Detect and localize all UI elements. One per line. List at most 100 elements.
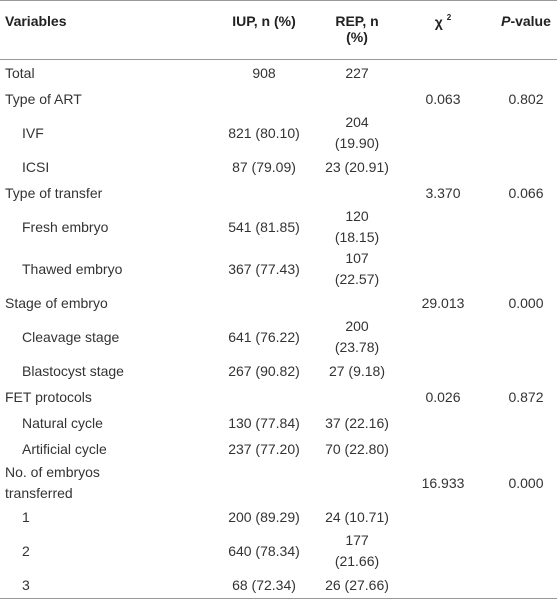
table-cell: No. of embryos transferred <box>0 462 205 504</box>
table-cell: Artificial cycle <box>0 436 205 462</box>
table-cell: 541 (81.85) <box>228 218 300 235</box>
table-cell: 29.013 <box>421 294 465 311</box>
table-cell <box>495 572 557 599</box>
table-row: IVF 821 (80.10) 204 (19.90) <box>0 112 557 154</box>
table-cell: ICSI <box>0 154 205 180</box>
header-cell: REP, n (%) <box>323 0 391 60</box>
row-label: Type of transfer <box>5 184 103 201</box>
table-cell <box>323 180 391 206</box>
table-cell: 70 (22.80) <box>325 440 389 457</box>
table-cell: 3 <box>0 572 205 599</box>
table-cell <box>391 530 495 572</box>
table-cell <box>391 316 495 358</box>
header-cell: IUP, n (%) <box>205 0 323 60</box>
table-row: Cleavage stage 641 (76.22) 200 (23.78) <box>0 316 557 358</box>
table-cell <box>323 86 391 112</box>
header-row: Variables IUP, n (%) REP, n (%) χ 2 P-va… <box>0 0 557 60</box>
table-cell: 200 (89.29) <box>228 508 300 525</box>
table-cell <box>391 436 495 462</box>
header-cell: χ 2 <box>391 0 495 60</box>
table-row: Type of transfer 3.370 0.066 <box>0 180 557 206</box>
table-cell <box>495 530 557 572</box>
table-cell: 24 (10.71) <box>325 508 389 525</box>
header-cell: P-value <box>495 0 557 60</box>
table-cell <box>205 180 323 206</box>
chi-symbol: χ <box>434 14 443 30</box>
table-cell: 37 (22.16) <box>325 414 389 431</box>
table-cell: 27 (9.18) <box>328 362 386 379</box>
table-cell: 204 (19.90) <box>334 114 380 151</box>
row-label: 2 <box>22 542 30 559</box>
row-label: Fresh embryo <box>22 218 109 235</box>
table-cell <box>323 462 391 504</box>
table-cell: Type of transfer <box>0 180 205 206</box>
row-label: Total <box>5 64 35 81</box>
table-row: 2 640 (78.34) 177 (21.66) <box>0 530 557 572</box>
table-cell: Total <box>0 60 205 87</box>
table-row: Fresh embryo 541 (81.85) 120 (18.15) <box>0 206 557 248</box>
table-cell <box>495 436 557 462</box>
table-cell <box>323 384 391 410</box>
table-row: Blastocyst stage 267 (90.82) 27 (9.18) <box>0 358 557 384</box>
table-cell: 177 (21.66) <box>334 532 380 569</box>
table-cell <box>205 290 323 316</box>
row-label: Cleavage stage <box>22 328 120 345</box>
row-label: 3 <box>22 576 30 593</box>
table-cell <box>391 248 495 290</box>
p-italic: P <box>501 13 511 29</box>
row-label: ICSI <box>22 158 50 175</box>
table-cell: 200 (23.78) <box>334 318 380 355</box>
table-row: No. of embryos transferred 16.933 0.000 <box>0 462 557 504</box>
table-cell: 3.370 <box>425 184 461 201</box>
table-cell: 367 (77.43) <box>228 260 300 277</box>
header-cell: Variables <box>0 0 205 60</box>
table-cell <box>391 410 495 436</box>
table-cell <box>495 358 557 384</box>
table-cell: IVF <box>0 112 205 154</box>
p-rest: -value <box>510 13 551 29</box>
table-cell <box>495 248 557 290</box>
table-cell: 641 (76.22) <box>228 328 300 345</box>
table-cell: Natural cycle <box>0 410 205 436</box>
table-cell <box>495 112 557 154</box>
row-label: Thawed embryo <box>22 260 123 277</box>
table-row: Artificial cycle 237 (77.20) 70 (22.80) <box>0 436 557 462</box>
row-label: 1 <box>22 508 30 525</box>
table-cell <box>495 316 557 358</box>
row-label: Artificial cycle <box>22 440 107 457</box>
row-label: Natural cycle <box>22 414 103 431</box>
table-cell: FET protocols <box>0 384 205 410</box>
row-label: Type of ART <box>5 90 82 107</box>
table-header: Variables IUP, n (%) REP, n (%) χ 2 P-va… <box>0 0 557 60</box>
table-cell: 0.000 <box>508 474 544 491</box>
table-cell: 0.026 <box>425 388 461 405</box>
table-row: ICSI 87 (79.09) 23 (20.91) <box>0 154 557 180</box>
table-cell: 2 <box>0 530 205 572</box>
row-label: No. of embryos transferred <box>5 464 100 501</box>
table-cell <box>391 572 495 599</box>
table-row: Natural cycle 130 (77.84) 37 (22.16) <box>0 410 557 436</box>
table-cell: 821 (80.10) <box>228 124 300 141</box>
row-label: FET protocols <box>5 388 92 405</box>
table-cell: 640 (78.34) <box>228 542 300 559</box>
table-cell <box>495 206 557 248</box>
table-cell <box>495 504 557 530</box>
table-cell <box>205 462 323 504</box>
table-cell: Blastocyst stage <box>0 358 205 384</box>
table-row: 1 200 (89.29) 24 (10.71) <box>0 504 557 530</box>
table-cell: 0.872 <box>508 388 544 405</box>
table-row: FET protocols 0.026 0.872 <box>0 384 557 410</box>
row-label: Blastocyst stage <box>22 362 124 379</box>
table-cell: 16.933 <box>421 474 465 491</box>
table-cell <box>391 206 495 248</box>
table-cell: 23 (20.91) <box>325 158 389 175</box>
table-cell: 267 (90.82) <box>228 362 300 379</box>
chi-superscript: 2 <box>446 13 452 22</box>
table-cell: Type of ART <box>0 86 205 112</box>
table-cell: 237 (77.20) <box>228 440 300 457</box>
table-cell: 107 (22.57) <box>334 250 380 287</box>
table-cell: 130 (77.84) <box>228 414 300 431</box>
table-cell: 1 <box>0 504 205 530</box>
